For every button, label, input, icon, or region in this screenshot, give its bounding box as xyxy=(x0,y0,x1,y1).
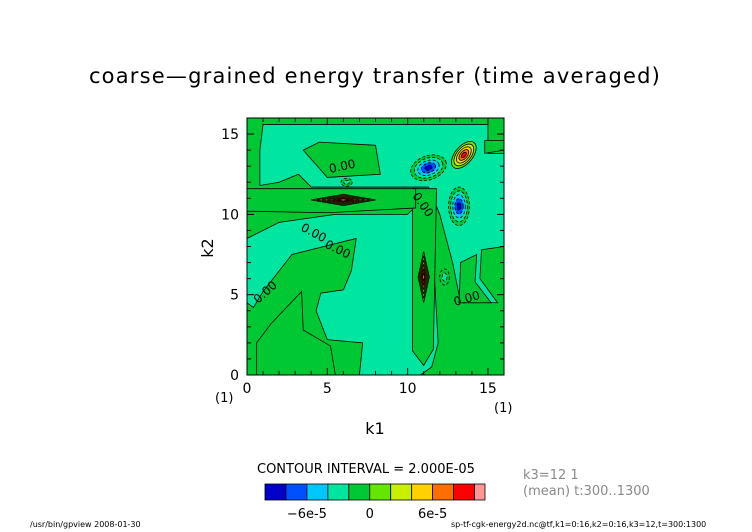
colorbar-tick-label: −6e-5 xyxy=(287,507,327,522)
colorbar-swatch xyxy=(453,483,475,501)
contour-band xyxy=(441,272,448,282)
contour-band xyxy=(424,164,433,171)
y-index-label: (1) xyxy=(215,391,233,406)
contour-band xyxy=(422,272,426,282)
y-tick-label: 15 xyxy=(221,127,239,143)
axes: 0 5 10 15 0 5 10 15 xyxy=(221,117,505,397)
contour-band xyxy=(343,179,350,185)
colorbar-swatch xyxy=(348,483,371,501)
maximum-feature xyxy=(451,140,477,169)
x-tick-label: 10 xyxy=(399,381,417,397)
colorbar-swatch xyxy=(411,483,434,501)
positive-region xyxy=(484,140,504,154)
minimum-feature xyxy=(340,177,353,187)
extrema xyxy=(311,140,477,303)
colorbar-swatch xyxy=(285,483,308,501)
colorbar-tick-label: 0 xyxy=(366,507,374,522)
positive-region xyxy=(458,253,492,304)
positive-region xyxy=(302,141,381,178)
contour-plot xyxy=(247,118,504,375)
colorbar-swatch xyxy=(369,483,392,501)
x-tick-label: 5 xyxy=(323,381,332,397)
colorbar-swatch xyxy=(327,483,350,501)
colorbar-swatch xyxy=(432,483,454,501)
contour-band xyxy=(460,151,467,159)
contour-band xyxy=(337,198,349,202)
x-axis-label: k1 xyxy=(365,419,384,438)
maximum-feature xyxy=(417,251,430,303)
y-tick-label: 0 xyxy=(230,368,239,384)
footer-program-date: /usr/bin/gpview 2008-01-30 xyxy=(30,520,141,529)
time-info: (mean) t:300..1300 xyxy=(523,484,650,499)
colorbar-tick-label: 6e-5 xyxy=(418,507,447,522)
minimum-feature xyxy=(410,154,447,182)
k3-info: k3=12 1 xyxy=(523,468,579,483)
contour-label: 0.00 xyxy=(328,157,357,176)
footer-source: sp-tf-cgk-energy2d.nc@tf,k1=0:16,k2=0:16… xyxy=(451,520,706,529)
x-tick-label: 0 xyxy=(243,381,252,397)
positive-region xyxy=(256,290,336,375)
maximum-feature xyxy=(311,193,376,206)
y-axis-label: k2 xyxy=(198,238,217,257)
x-tick-label: 15 xyxy=(479,381,497,397)
minimum-feature xyxy=(439,268,450,286)
colorbar: −6e-5 0 6e-5 xyxy=(264,483,486,522)
y-tick-label: 5 xyxy=(230,288,239,304)
colorbar-swatch xyxy=(264,483,287,501)
y-tick-label: 10 xyxy=(221,207,239,223)
chart-title: coarse—grained energy transfer (time ave… xyxy=(89,64,661,88)
x-index-label: (1) xyxy=(494,401,512,416)
contour-interval-text: CONTOUR INTERVAL = 2.000E-05 xyxy=(257,462,475,477)
contour-band xyxy=(456,202,462,211)
contour-field xyxy=(247,118,504,375)
colorbar-swatch xyxy=(474,483,486,501)
minimum-feature xyxy=(448,186,470,227)
colorbar-swatch xyxy=(390,483,413,501)
colorbar-swatch xyxy=(306,483,329,501)
